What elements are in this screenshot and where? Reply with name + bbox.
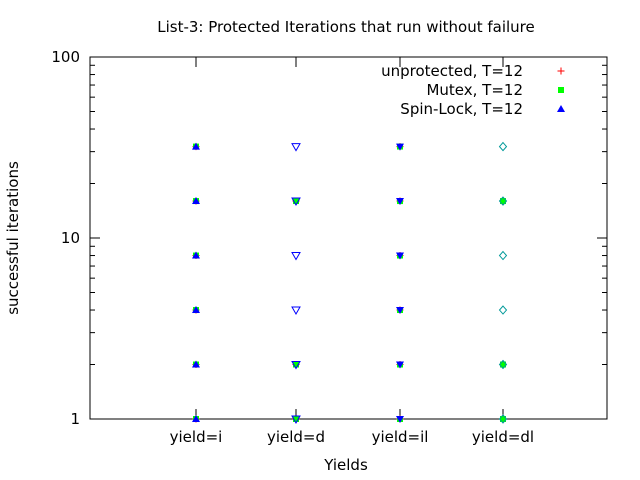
data-point — [498, 305, 508, 315]
data-point — [291, 252, 301, 261]
data-point — [192, 360, 200, 368]
y-axis-label: successful iterations — [4, 161, 22, 315]
x-axis: yield=i yield=d yield=il yield=dl — [170, 57, 534, 446]
data-point — [192, 197, 200, 205]
data-point — [396, 307, 404, 315]
data-point — [396, 416, 404, 423]
data-point — [498, 196, 508, 206]
data-point — [498, 141, 508, 152]
y-tick-label: 10 — [61, 229, 80, 247]
x-tick-label: yield=il — [372, 428, 429, 446]
data-point — [500, 361, 506, 368]
data-point — [293, 416, 299, 422]
legend-label: Spin-Lock, T=12 — [400, 100, 523, 118]
legend-label: Mutex, T=12 — [426, 81, 523, 99]
y-axis: 1 10 100 — [51, 48, 607, 428]
data-point — [291, 306, 301, 316]
data-point — [291, 361, 301, 370]
data-point — [192, 251, 200, 259]
data-points — [192, 141, 508, 425]
data-point — [500, 198, 506, 205]
chart-title: List-3: Protected Iterations that run wi… — [157, 18, 534, 36]
plot-area-frame — [89, 56, 608, 420]
data-point — [396, 252, 404, 260]
data-point — [396, 198, 404, 206]
data-point — [293, 361, 299, 368]
data-point — [291, 197, 301, 207]
x-tick-label: yield=d — [267, 428, 325, 446]
legend-marker — [557, 105, 565, 112]
data-point — [500, 416, 506, 422]
data-point — [192, 306, 200, 314]
data-point — [192, 142, 200, 150]
data-point — [291, 143, 301, 152]
data-point — [498, 414, 508, 424]
x-axis-label: Yields — [323, 456, 368, 474]
data-point — [498, 250, 508, 261]
y-tick-label: 1 — [70, 410, 80, 428]
data-point — [293, 198, 299, 205]
data-point — [498, 359, 508, 370]
legend-marker — [557, 67, 565, 75]
data-point — [396, 361, 404, 369]
legend-label: unprotected, T=12 — [381, 62, 523, 80]
y-tick-label: 100 — [51, 48, 80, 66]
x-tick-label: yield=i — [170, 428, 223, 446]
data-point — [192, 415, 200, 422]
data-point — [291, 415, 301, 425]
x-tick-label: yield=dl — [472, 428, 534, 446]
legend-marker — [558, 87, 564, 93]
data-point — [396, 143, 404, 151]
